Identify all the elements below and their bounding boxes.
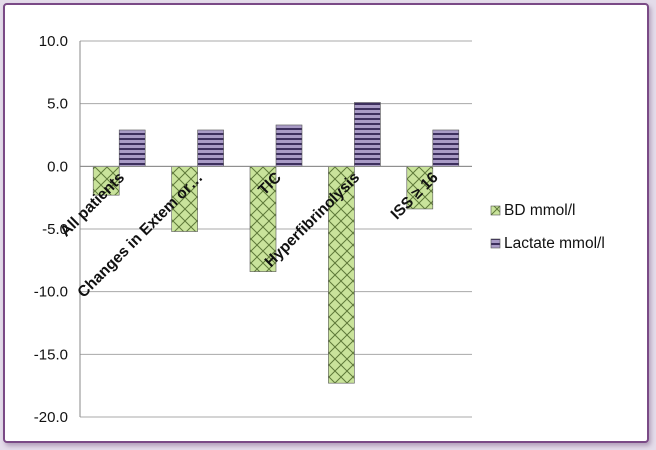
chart-frame: 10.0 5.0 0.0 -5.0 -10.0 -15.0 -20.0 All patient…	[3, 3, 649, 443]
y-tick-label: -5.0	[42, 221, 68, 238]
bar-bd-2	[249, 166, 277, 272]
legend-swatch-bd	[490, 205, 501, 216]
bar-chart: 10.0 5.0 0.0 -5.0 -10.0 -15.0 -20.0 All patient…	[34, 33, 605, 426]
y-tick-label: 5.0	[47, 96, 68, 113]
y-tick-label: 10.0	[39, 33, 68, 50]
bar-bd-1	[171, 166, 198, 232]
bar-lactate-1	[197, 129, 224, 167]
y-tick-label: -15.0	[34, 346, 68, 363]
y-tick-label: 0.0	[47, 158, 68, 175]
legend-label-bd: BD mmol/l	[504, 202, 575, 219]
bar-bd-0	[92, 166, 120, 196]
bar-lactate-4	[432, 129, 460, 167]
bar-bd-4	[406, 166, 434, 210]
bar-bd-3	[328, 166, 355, 384]
legend-swatch-lactate	[490, 238, 501, 249]
bar-lactate-2	[275, 124, 303, 167]
y-tick-label: -20.0	[34, 409, 68, 426]
y-tick-label: -10.0	[34, 284, 68, 301]
category-label: All patients	[57, 169, 128, 240]
bar-lactate-3	[354, 102, 381, 167]
legend-label-lactate: Lactate mmol/l	[504, 235, 605, 252]
bar-lactate-0	[118, 129, 146, 167]
